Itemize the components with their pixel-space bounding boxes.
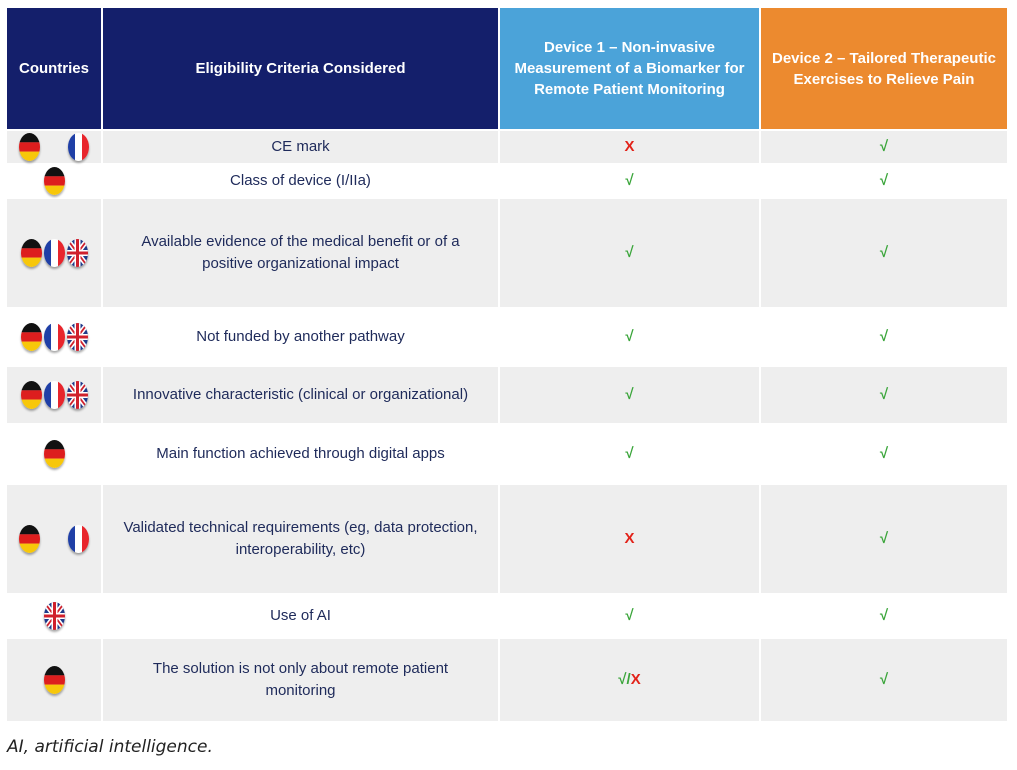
uk-flag-icon: [66, 323, 88, 351]
device1-mark-cell: X: [500, 131, 759, 163]
device2-mark-cell: √: [761, 131, 1007, 163]
device2-mark-cell: √: [761, 199, 1007, 307]
device2-mark-cell: √: [761, 309, 1007, 365]
device1-mark: √: [625, 607, 634, 624]
germany-flag-icon: [20, 323, 42, 351]
device2-mark: √: [879, 607, 889, 624]
device1-mark-cell: √: [500, 309, 759, 365]
device1-mark: √: [625, 328, 634, 345]
country-flags-cell: [7, 367, 101, 423]
device2-mark: √: [879, 328, 889, 345]
france-flag-icon: [43, 239, 65, 267]
header-device1: Device 1 – Non-invasive Measurement of a…: [500, 8, 759, 129]
device1-mark-cell: √: [500, 425, 759, 483]
criterion-cell: Not funded by another pathway: [103, 309, 498, 365]
device2-mark: √: [879, 172, 889, 189]
france-flag-icon: [43, 381, 65, 409]
germany-flag-icon: [20, 381, 42, 409]
device2-mark: √: [879, 671, 889, 688]
device1-mark: X: [624, 530, 635, 547]
device2-mark-cell: √: [761, 639, 1007, 721]
germany-flag-icon: [43, 666, 65, 694]
device2-mark-cell: √: [761, 367, 1007, 423]
germany-flag-icon: [43, 167, 65, 195]
device2-mark: √: [879, 386, 889, 403]
device2-mark: √: [879, 244, 889, 261]
germany-flag-icon: [43, 440, 65, 468]
device2-mark: √: [879, 138, 889, 155]
device2-mark-cell: √: [761, 425, 1007, 483]
uk-flag-icon: [43, 602, 65, 630]
country-flags-cell: [7, 309, 101, 365]
device1-mark: √/X: [618, 671, 641, 688]
device1-mark-cell: √: [500, 199, 759, 307]
uk-flag-icon: [66, 381, 88, 409]
device1-mark: √: [625, 386, 634, 403]
country-flags-cell: [7, 131, 101, 163]
france-flag-icon: [43, 323, 65, 351]
criterion-cell: The solution is not only about remote pa…: [103, 639, 498, 721]
germany-flag-icon: [20, 239, 42, 267]
device1-mark-cell: √: [500, 595, 759, 637]
header-countries: Countries: [7, 8, 101, 129]
country-flags-cell: [7, 165, 101, 197]
table-caption: AI, artificial intelligence.: [7, 737, 213, 757]
france-flag-icon: [68, 525, 89, 553]
device1-mark-cell: √: [500, 165, 759, 197]
criterion-cell: Main function achieved through digital a…: [103, 425, 498, 483]
country-flags-cell: [7, 425, 101, 483]
device2-mark: √: [879, 445, 889, 462]
country-flags-cell: [7, 595, 101, 637]
criterion-cell: Use of AI: [103, 595, 498, 637]
header-device2: Device 2 – Tailored Therapeutic Exercise…: [761, 8, 1007, 129]
device1-mark-cell: √/X: [500, 639, 759, 721]
country-flags-cell: [7, 485, 101, 593]
criterion-cell: Validated technical requirements (eg, da…: [103, 485, 498, 593]
germany-flag-icon: [19, 133, 40, 161]
eligibility-table: Countries Eligibility Criteria Considere…: [7, 8, 1007, 721]
country-flags-cell: [7, 199, 101, 307]
device1-mark: √: [625, 244, 634, 261]
header-criteria: Eligibility Criteria Considered: [103, 8, 498, 129]
device1-mark: √: [625, 445, 634, 462]
criterion-cell: Class of device (I/IIa): [103, 165, 498, 197]
device2-mark-cell: √: [761, 165, 1007, 197]
criterion-cell: Innovative characteristic (clinical or o…: [103, 367, 498, 423]
device1-mark: √: [625, 172, 634, 189]
device1-mark-cell: X: [500, 485, 759, 593]
device2-mark-cell: √: [761, 595, 1007, 637]
france-flag-icon: [68, 133, 89, 161]
criterion-cell: Available evidence of the medical benefi…: [103, 199, 498, 307]
device2-mark-cell: √: [761, 485, 1007, 593]
criterion-cell: CE mark: [103, 131, 498, 163]
device2-mark: √: [879, 530, 889, 547]
device1-mark: X: [624, 138, 635, 155]
device1-mark-cell: √: [500, 367, 759, 423]
germany-flag-icon: [19, 525, 40, 553]
uk-flag-icon: [66, 239, 88, 267]
country-flags-cell: [7, 639, 101, 721]
